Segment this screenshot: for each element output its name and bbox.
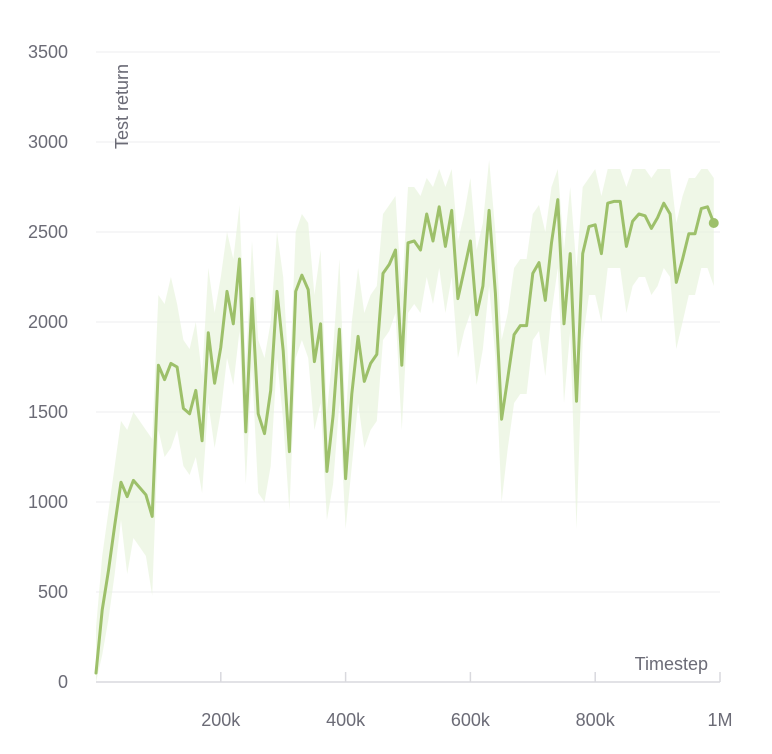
series-line-layer — [94, 198, 719, 675]
series-endpoint-marker — [708, 218, 719, 228]
confidence-band-layer — [96, 160, 714, 682]
y-tick-label: 3500 — [28, 42, 68, 62]
y-tick-label: 3000 — [28, 132, 68, 152]
x-tick-label: 400k — [326, 710, 366, 730]
series-confidence-band — [96, 160, 714, 682]
x-axis — [96, 672, 721, 683]
x-tick-label: 800k — [576, 710, 616, 730]
y-tick-label: 1500 — [28, 402, 68, 422]
x-tick-label: 1M — [707, 710, 732, 730]
y-axis-title: Test return — [112, 64, 132, 149]
y-tick-label: 2000 — [28, 312, 68, 332]
x-tick-label: 200k — [201, 710, 241, 730]
x-axis-title: Timestep — [635, 654, 708, 674]
x-axis-tick-labels: 200k 400k 600k 800k 1M — [201, 710, 732, 730]
gridlines — [96, 51, 720, 593]
x-tick-label: 600k — [451, 710, 491, 730]
series-line — [94, 198, 716, 675]
y-axis-tick-labels: 0 500 1000 1500 2000 2500 3000 3500 — [28, 42, 68, 692]
y-tick-label: 0 — [58, 672, 68, 692]
y-tick-label: 1000 — [28, 492, 68, 512]
y-tick-label: 500 — [38, 582, 68, 602]
y-tick-label: 2500 — [28, 222, 68, 242]
